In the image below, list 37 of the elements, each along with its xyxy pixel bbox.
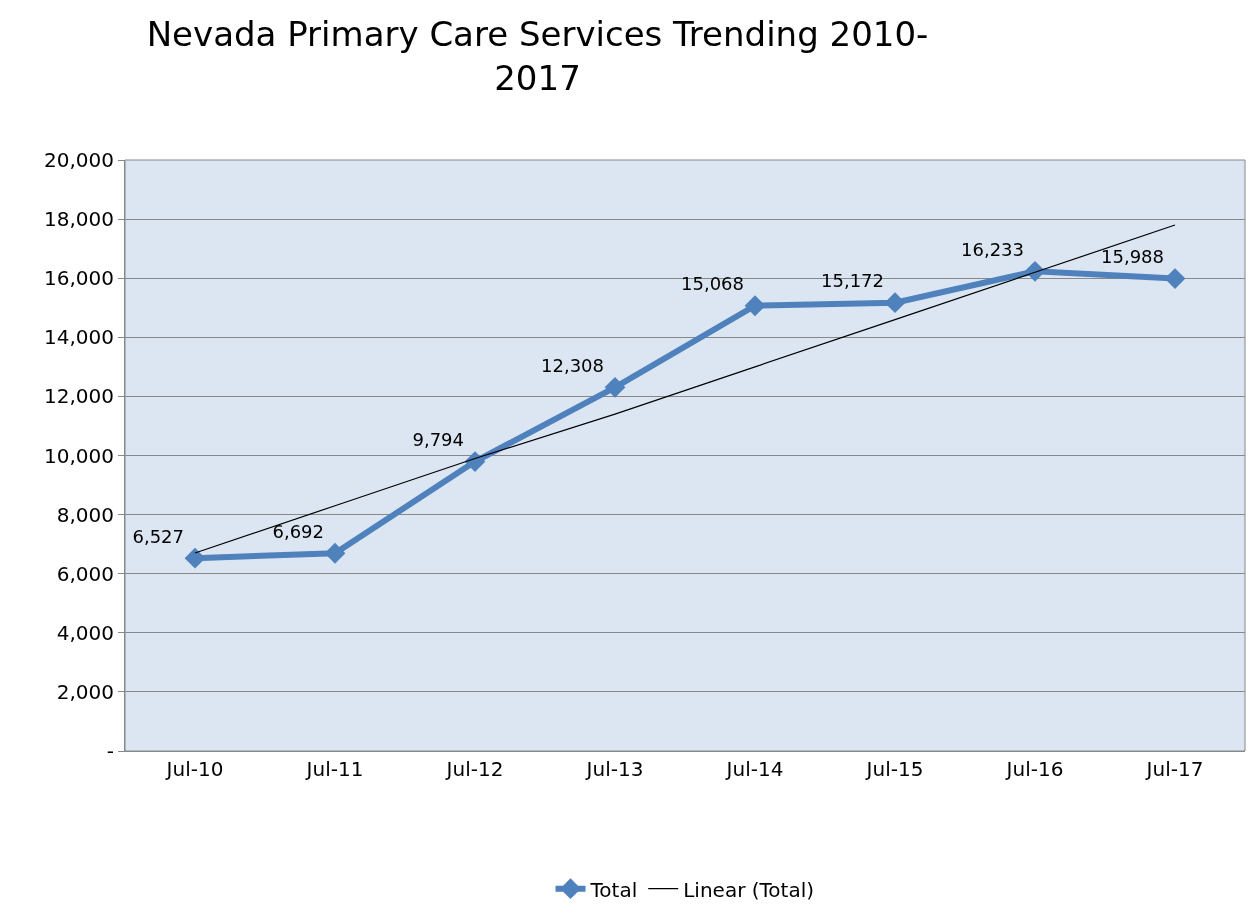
y-tick-label: 16,000 <box>44 266 114 291</box>
point <box>1164 268 1186 289</box>
data-label: 15,172 <box>821 270 884 292</box>
chart-title: Nevada Primary Care Services Trending 2010- 2017 <box>146 13 929 98</box>
y-tick-label: 4,000 <box>56 620 114 645</box>
point <box>324 542 346 564</box>
x-tick-label: Jul-12 <box>444 757 504 781</box>
y-tick-label: 12,000 <box>44 384 114 409</box>
y-tick-label: 14,000 <box>44 325 114 350</box>
y-tick-label: - <box>106 739 114 763</box>
data-label: 9,794 <box>412 429 464 451</box>
point <box>1024 260 1046 282</box>
data-label: 16,233 <box>961 238 1024 260</box>
point <box>744 295 766 317</box>
legend-label: Total <box>589 877 638 902</box>
y-tick-label: 20,000 <box>44 148 114 172</box>
x-tick-label: Jul-10 <box>164 757 224 781</box>
point <box>604 376 626 398</box>
x-tick-label: Jul-16 <box>1004 757 1064 781</box>
legend-label: Linear (Total) <box>683 877 815 902</box>
y-tick-label: 10,000 <box>44 443 114 468</box>
data-label: 6,527 <box>132 525 184 547</box>
x-tick-label: Jul-14 <box>724 757 784 781</box>
x-tick-label: Jul-17 <box>1144 757 1204 781</box>
x-tick-label: Jul-15 <box>864 757 924 781</box>
point <box>884 292 906 314</box>
y-tick-label: 8,000 <box>56 502 114 527</box>
x-tick-label: Jul-13 <box>584 757 644 781</box>
data-label: 6,692 <box>272 520 324 542</box>
data-label: 12,308 <box>541 354 604 376</box>
y-tick-label: 6,000 <box>56 561 114 586</box>
point <box>184 547 206 569</box>
y-tick-label: 2,000 <box>56 679 114 704</box>
data-label: 15,068 <box>681 273 744 295</box>
y-tick-label: 18,000 <box>44 207 114 232</box>
x-tick-label: Jul-11 <box>304 757 364 781</box>
data-label: 15,988 <box>1101 246 1164 268</box>
